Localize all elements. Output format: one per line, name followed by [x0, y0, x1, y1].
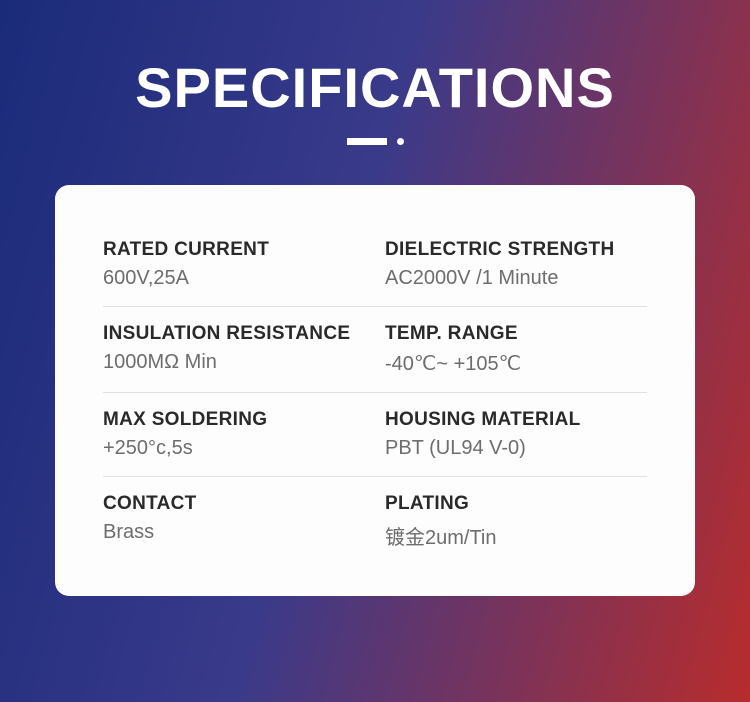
- spec-value: 镀金2um/Tin: [385, 521, 647, 550]
- spec-label: DIELECTRIC STRENGTH: [385, 239, 647, 261]
- spec-label: RATED CURRENT: [103, 239, 365, 261]
- spec-row: MAX SOLDERING +250°c,5s HOUSING MATERIAL…: [103, 393, 647, 477]
- spec-cell: PLATING 镀金2um/Tin: [375, 493, 647, 550]
- spec-cell: CONTACT Brass: [103, 493, 375, 550]
- spec-label: HOUSING MATERIAL: [385, 409, 647, 431]
- underline-dot: [397, 138, 404, 145]
- spec-cell: RATED CURRENT 600V,25A: [103, 239, 375, 290]
- spec-cell: INSULATION RESISTANCE 1000MΩ Min: [103, 323, 375, 376]
- spec-row: INSULATION RESISTANCE 1000MΩ Min TEMP. R…: [103, 307, 647, 393]
- spec-value: Brass: [103, 521, 365, 544]
- spec-value: PBT (UL94 V-0): [385, 437, 647, 460]
- spec-label: MAX SOLDERING: [103, 409, 365, 431]
- spec-label: PLATING: [385, 493, 647, 515]
- spec-card: RATED CURRENT 600V,25A DIELECTRIC STRENG…: [55, 185, 695, 596]
- spec-label: TEMP. RANGE: [385, 323, 647, 345]
- spec-value: -40℃~ +105℃: [385, 351, 647, 376]
- spec-value: 600V,25A: [103, 267, 365, 290]
- spec-cell: HOUSING MATERIAL PBT (UL94 V-0): [375, 409, 647, 460]
- spec-cell: DIELECTRIC STRENGTH AC2000V /1 Minute: [375, 239, 647, 290]
- spec-label: INSULATION RESISTANCE: [103, 323, 365, 345]
- spec-cell: TEMP. RANGE -40℃~ +105℃: [375, 323, 647, 376]
- spec-value: +250°c,5s: [103, 437, 365, 460]
- spec-row: CONTACT Brass PLATING 镀金2um/Tin: [103, 477, 647, 566]
- page-title: SPECIFICATIONS: [135, 55, 615, 120]
- spec-row: RATED CURRENT 600V,25A DIELECTRIC STRENG…: [103, 223, 647, 307]
- spec-cell: MAX SOLDERING +250°c,5s: [103, 409, 375, 460]
- title-underline: [347, 138, 404, 145]
- spec-value: 1000MΩ Min: [103, 351, 365, 374]
- spec-value: AC2000V /1 Minute: [385, 267, 647, 290]
- underline-bar: [347, 138, 387, 145]
- spec-label: CONTACT: [103, 493, 365, 515]
- spec-sheet: SPECIFICATIONS RATED CURRENT 600V,25A DI…: [0, 0, 750, 702]
